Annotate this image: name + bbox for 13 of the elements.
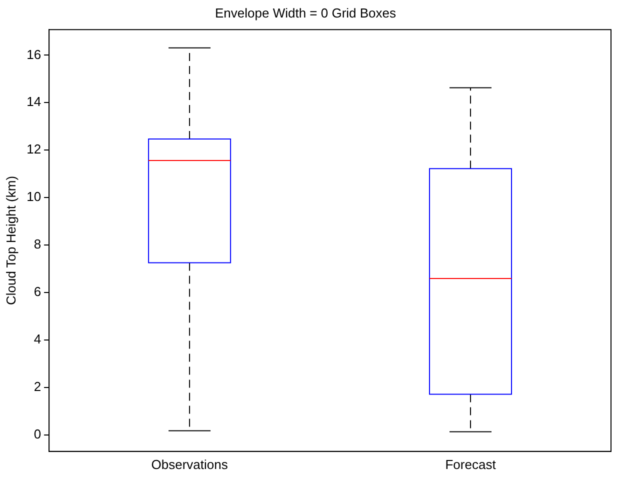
x-tick-label: Observations <box>151 456 228 472</box>
y-tick-label: 14 <box>26 94 42 110</box>
chart-title: Envelope Width = 0 Grid Boxes <box>214 5 396 20</box>
y-tick-label: 4 <box>34 331 42 346</box>
y-tick-label: 6 <box>34 284 42 300</box>
y-tick-label: 2 <box>34 378 42 394</box>
y-tick-label: 8 <box>34 236 42 252</box>
y-axis-title: Cloud Top Height (km) <box>3 176 18 306</box>
x-tick-label: Forecast <box>445 456 496 472</box>
y-tick-label: 12 <box>26 142 42 157</box>
y-tick-label: 16 <box>26 46 42 62</box>
y-tick-label: 0 <box>34 426 42 442</box>
y-tick-label: 10 <box>26 189 42 204</box>
